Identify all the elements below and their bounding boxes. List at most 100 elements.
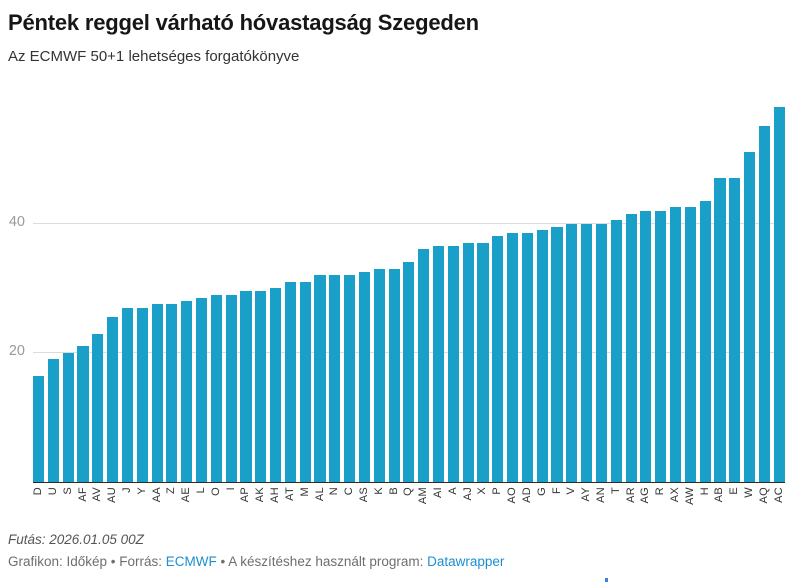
x-axis-label: AN [594, 487, 607, 504]
bar-AD[interactable] [521, 233, 533, 483]
bar-AJ[interactable] [462, 242, 474, 483]
bar-AU[interactable] [107, 317, 119, 483]
bar-L[interactable] [195, 297, 208, 483]
x-axis-label: R [654, 487, 667, 496]
x-label-cell: AH [269, 483, 282, 519]
x-axis-label: AM [417, 487, 430, 505]
x-axis-label: Q [402, 487, 415, 497]
x-axis-label: L [195, 487, 207, 494]
bar-AM[interactable] [418, 249, 430, 483]
x-label-cell: U [46, 483, 59, 519]
x-axis-label: AR [624, 487, 637, 504]
x-axis-label: AX [669, 487, 681, 503]
bar-U[interactable] [47, 359, 59, 483]
bar-AC[interactable] [773, 107, 785, 483]
bar-AK[interactable] [255, 291, 267, 483]
x-label-cell: G [536, 483, 548, 519]
x-axis-label: K [372, 487, 385, 495]
bar-Y[interactable] [136, 307, 148, 483]
x-axis-label: AB [713, 487, 726, 503]
gridline: 40 [9, 214, 785, 229]
x-axis-label: AW [683, 487, 696, 506]
bars-container [33, 93, 785, 483]
x-label-cell: AQ [757, 483, 770, 519]
bar-AS[interactable] [358, 272, 370, 483]
x-axis-label: S [61, 487, 74, 495]
bar-O[interactable] [210, 294, 222, 483]
bar-R[interactable] [655, 210, 667, 483]
byline-prefix: Grafikon: Időkép • Forrás: [8, 554, 166, 570]
x-axis-label: W [743, 487, 756, 498]
x-axis-label: C [343, 487, 356, 496]
bar-G[interactable] [536, 229, 548, 483]
bar-I[interactable] [225, 294, 237, 483]
bar-AF[interactable] [77, 346, 89, 483]
bar-D[interactable] [33, 375, 45, 483]
x-axis-label: N [328, 487, 341, 496]
bar-AR[interactable] [625, 213, 637, 483]
model-run-note: Futás: 2026.01.05 00Z [8, 532, 144, 548]
bar-C[interactable] [344, 275, 356, 483]
x-label-cell: AD [521, 483, 533, 519]
bar-V[interactable] [566, 223, 578, 483]
bar-P[interactable] [492, 236, 504, 483]
plot-area: 20 40 [9, 93, 785, 484]
x-label-cell: AW [683, 483, 696, 519]
bar-AY[interactable] [581, 223, 593, 483]
chart-title: Péntek reggel várható hóvastagság Szeged… [8, 10, 479, 35]
bar-AL[interactable] [314, 275, 326, 483]
bar-AQ[interactable] [758, 126, 770, 483]
x-label-cell: N [328, 483, 341, 519]
x-label-cell: R [654, 483, 667, 519]
bar-S[interactable] [62, 352, 74, 483]
bar-B[interactable] [388, 268, 400, 483]
x-axis-label: AQ [757, 487, 770, 504]
x-axis-label: AJ [461, 487, 474, 501]
bar-N[interactable] [329, 275, 341, 483]
bar-AP[interactable] [240, 291, 252, 483]
bar-W[interactable] [744, 152, 756, 483]
bar-K[interactable] [373, 268, 385, 483]
bar-AT[interactable] [284, 281, 296, 483]
x-axis-label: B [387, 487, 400, 495]
bar-AV[interactable] [92, 333, 104, 483]
bar-J[interactable] [121, 307, 133, 483]
bar-AI[interactable] [432, 246, 445, 483]
bar-T[interactable] [610, 220, 622, 483]
bar-X[interactable] [477, 242, 489, 483]
bar-AW[interactable] [684, 207, 696, 483]
x-axis-label: AT [283, 487, 296, 502]
bar-A[interactable] [447, 246, 459, 483]
bar-AX[interactable] [669, 207, 682, 483]
x-axis-label: J [120, 487, 133, 494]
x-axis-label: F [550, 487, 563, 495]
x-label-cell: E [728, 483, 740, 519]
x-label-cell: AF [77, 483, 89, 519]
tool-link[interactable]: Datawrapper [427, 554, 505, 570]
x-label-cell: AJ [461, 483, 474, 519]
bar-Q[interactable] [403, 262, 415, 483]
x-label-cell: AP [239, 483, 252, 519]
x-label-cell: Z [165, 483, 177, 519]
x-axis-label: AI [432, 487, 444, 499]
bar-Z[interactable] [166, 304, 178, 483]
bar-AO[interactable] [507, 233, 519, 483]
bar-AN[interactable] [595, 223, 607, 483]
bar-H[interactable] [699, 200, 711, 483]
bar-M[interactable] [299, 281, 311, 483]
x-label-cell: AM [417, 483, 430, 519]
x-axis-label: Y [135, 487, 148, 495]
bar-F[interactable] [551, 226, 563, 483]
bar-AH[interactable] [270, 288, 282, 483]
x-axis-label: AC [772, 487, 785, 504]
bar-AB[interactable] [714, 178, 726, 483]
x-axis-label: AP [239, 487, 252, 503]
bar-AG[interactable] [640, 210, 652, 483]
x-axis-label: AH [269, 487, 282, 504]
x-axis-label: U [46, 487, 59, 496]
bar-AA[interactable] [151, 304, 163, 483]
x-axis-label: AS [357, 487, 370, 503]
bar-AE[interactable] [181, 301, 193, 483]
bar-E[interactable] [729, 178, 741, 483]
source-link[interactable]: ECMWF [165, 554, 217, 570]
